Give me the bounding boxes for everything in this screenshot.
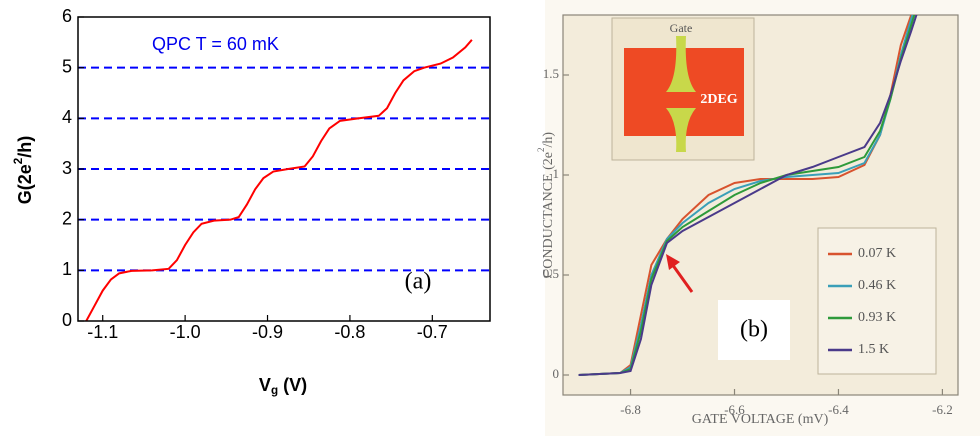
x-tick-label: -6.8 <box>620 402 641 417</box>
x-tick-label: -0.7 <box>417 322 448 342</box>
x-tick-label: -1.0 <box>170 322 201 342</box>
data-line <box>578 15 918 376</box>
legend-label: 0.07 K <box>858 246 896 261</box>
inset-gate-top <box>666 36 696 92</box>
panel-label: (a) <box>405 269 432 295</box>
x-tick-label: -6.2 <box>932 402 953 417</box>
panel-label-box <box>718 300 790 360</box>
axis-label-text: G(2e <box>15 164 35 204</box>
legend-label: 0.46 K <box>858 278 896 293</box>
x-tick-label: -0.8 <box>334 322 365 342</box>
y-tick-label: 2 <box>62 208 72 228</box>
axis-label-subscript: g <box>271 384 278 397</box>
axis-label-superscript: 2 <box>536 147 546 152</box>
inset-label: Gate <box>670 21 693 35</box>
annotation: QPC T = 60 mK <box>152 34 279 54</box>
y-tick-label: 0 <box>62 310 72 330</box>
legend-label: 1.5 K <box>858 342 889 357</box>
y-tick-label: 1 <box>553 166 560 181</box>
arrow <box>666 254 694 293</box>
x-tick-label: -1.1 <box>87 322 118 342</box>
axis-label-text: /h) <box>541 132 556 148</box>
panel-label: (b) <box>740 317 768 343</box>
axis-label-text: (V) <box>278 375 307 395</box>
y-tick-label: 5 <box>62 56 72 76</box>
y-tick-label: 0 <box>553 366 560 381</box>
inset-gate-bottom <box>666 108 696 152</box>
axis-label: Vg (V) <box>259 375 307 397</box>
arrow-head <box>666 254 680 270</box>
arrow-shaft <box>670 263 694 293</box>
axis-label-text: GATE VOLTAGE (mV) <box>692 412 829 427</box>
axis-label: G(2e2/h) <box>12 136 35 205</box>
axis-label: GATE VOLTAGE (mV) <box>692 412 829 427</box>
inset-channel <box>666 92 696 108</box>
y-tick-label: 6 <box>62 6 72 26</box>
plot-frame <box>77 16 491 322</box>
axis-label-superscript: 2 <box>12 157 25 164</box>
axis-label-text: V <box>259 375 271 395</box>
inset-label: 2DEG <box>700 92 737 107</box>
x-tick-label: -6.4 <box>828 402 849 417</box>
y-tick-label: 4 <box>62 107 72 127</box>
legend-label: 0.93 K <box>858 310 896 325</box>
axis-label: CONDUCTANCE (2e2/h) <box>536 132 556 278</box>
x-tick-label: -0.9 <box>252 322 283 342</box>
axis-label-text: /h) <box>15 136 35 158</box>
y-tick-label: 3 <box>62 158 72 178</box>
x-tick-label: -6.6 <box>724 402 745 417</box>
data-line <box>578 15 916 376</box>
y-tick-label: 1 <box>62 259 72 279</box>
y-tick-label: 1.5 <box>543 66 559 81</box>
axis-label-text: CONDUCTANCE (2e <box>541 152 556 278</box>
y-tick-label: 0.5 <box>543 266 559 281</box>
data-line <box>85 39 473 321</box>
inset: Gate 2DEG <box>611 17 755 161</box>
